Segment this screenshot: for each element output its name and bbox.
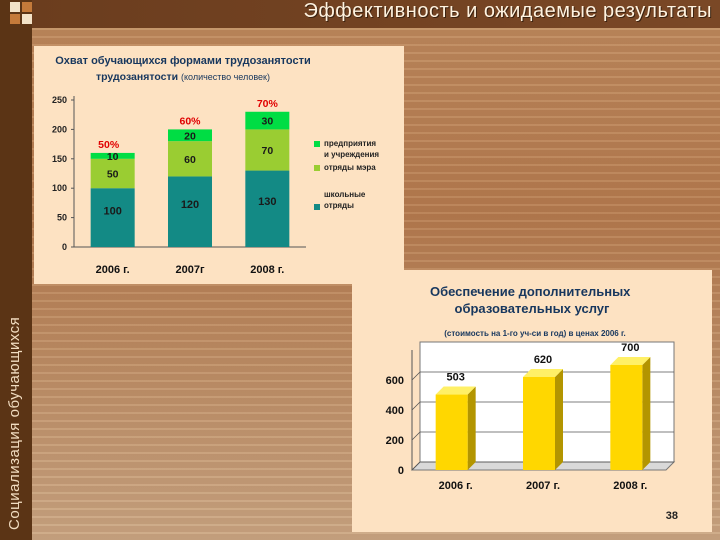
x-tick-label: 2006 г. [96, 264, 130, 276]
bar [523, 377, 555, 470]
title-bar: Эффективность и ожидаемые результаты [10, 0, 720, 28]
data-label: 130 [258, 196, 276, 208]
chart-subtitle: трудозанятости (количество человек) [96, 71, 270, 83]
y-tick-label: 0 [62, 242, 67, 252]
gridline-side [411, 461, 421, 471]
legend-label: предприятия [324, 139, 376, 148]
chart-subtitle: (стоимость на 1-го уч-си в год) в ценах … [444, 329, 625, 338]
data-label: 10 [107, 151, 119, 163]
bar-segment [168, 141, 212, 177]
x-tick-label: 2006 г. [439, 480, 473, 492]
bar-segment [90, 158, 135, 189]
percent-label: 60% [179, 115, 201, 127]
chart-title: Обеспечение дополнительных образовательн… [430, 284, 634, 316]
data-label: 620 [534, 354, 552, 366]
data-label: 700 [621, 342, 639, 354]
y-tick-label: 100 [52, 183, 67, 193]
y-tick-label: 0 [398, 465, 404, 477]
legend-label: отряды [324, 201, 354, 210]
chart-title-line1: Обеспечение дополнительных [430, 284, 631, 299]
bar-side [642, 357, 651, 470]
chart-legend: школьные отряды отряды мэра предприятия и уч… [314, 139, 379, 210]
data-label: 70 [261, 145, 273, 157]
data-label: 60 [184, 154, 196, 166]
bar-segment [245, 129, 290, 171]
y-tick-label: 150 [52, 154, 67, 164]
legend-swatch [314, 204, 320, 210]
chart-title: Охват обучающихся формами трудозанятости [55, 55, 311, 67]
y-tick-label: 200 [386, 435, 404, 447]
data-label: 30 [261, 116, 273, 128]
data-label: 100 [103, 206, 121, 218]
gridline-side [411, 371, 421, 381]
legend-label: школьные [324, 190, 366, 199]
bar-top [435, 386, 476, 395]
chart-title-line2: образовательных услуг [455, 301, 611, 316]
legend-swatch [314, 165, 320, 171]
bar-side [467, 386, 476, 470]
x-tick-label: 2008 г. [250, 264, 284, 276]
chart-axes: 0 50 100 150 200 250 2006 г. 2007г 2008 г. [52, 95, 306, 276]
chart-bars [435, 357, 651, 470]
chart-labels: 503 620 700 [446, 342, 639, 384]
bar-side [555, 369, 563, 470]
slide-title: Эффективность и ожидаемые результаты [303, 0, 712, 22]
logo-square [22, 2, 32, 12]
page-number: 38 [665, 510, 678, 522]
data-label: 20 [184, 130, 196, 142]
chart-panel-1: Охват обучающихся формами трудозанятости… [34, 46, 404, 284]
sidebar: Социализация обучающихся [0, 0, 32, 540]
bar-segment [90, 152, 135, 159]
bar-top [523, 369, 563, 377]
y-tick-label: 600 [386, 375, 404, 387]
y-tick-label: 400 [386, 405, 404, 417]
bar-segment [168, 176, 212, 247]
gridline-side [411, 401, 421, 411]
x-tick-label: 2007г [175, 264, 204, 276]
bar [435, 394, 468, 470]
chart-2: Обеспечение дополнительных образовательн… [386, 284, 676, 492]
x-tick-label: 2007 г. [526, 480, 560, 492]
data-label: 120 [181, 199, 199, 211]
legend-swatch [314, 141, 320, 147]
bar-segment [245, 170, 290, 247]
bar-segment [90, 188, 135, 247]
legend-label: и учреждения [324, 150, 379, 159]
data-label: 50 [107, 169, 119, 181]
x-tick-label: 2008 г. [613, 480, 647, 492]
y-tick-label: 200 [52, 124, 67, 134]
chart-bars [90, 111, 290, 247]
chart-1: Охват обучающихся формами трудозанятости… [52, 55, 379, 276]
percent-label: 70% [257, 98, 279, 110]
sidebar-text: Социализация обучающихся [6, 316, 23, 530]
legend-label: отряды мэра [324, 163, 376, 172]
chart-subtitle-a: трудозанятости [96, 71, 181, 83]
chart-subtitle-b: (количество человек) [181, 72, 270, 82]
logo-square [10, 14, 20, 24]
y-tick-label: 50 [57, 213, 67, 223]
data-label: 503 [446, 372, 464, 384]
logo-square [22, 14, 32, 24]
bar-segment [245, 111, 290, 130]
bar-segment [168, 129, 212, 142]
bar-top [610, 357, 651, 365]
percent-label: 50% [98, 139, 120, 151]
gridline-side [411, 431, 421, 441]
chart-panel-2: Обеспечение дополнительных образовательн… [352, 270, 712, 532]
logo-square [10, 2, 20, 12]
y-tick-label: 250 [52, 95, 67, 105]
bar [610, 365, 643, 470]
